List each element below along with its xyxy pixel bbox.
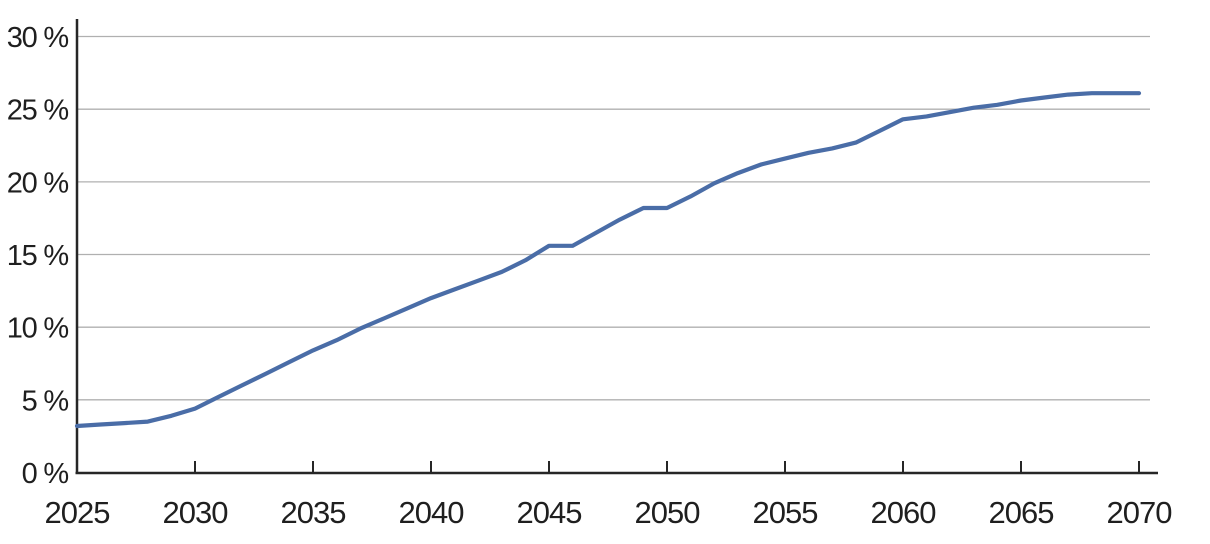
x-axis-tick-label: 2050 (635, 495, 701, 530)
data-series (74, 91, 1142, 429)
y-axis-tick-label: 15 % (7, 240, 69, 272)
axes (75, 19, 1158, 475)
x-axis-tick-label: 2045 (517, 495, 582, 530)
y-axis-tick-label: 20 % (7, 167, 69, 199)
x-axis-tick-label: 2060 (871, 495, 937, 530)
y-axis-tick-label: 0 % (22, 458, 69, 490)
x-axis-tick-label: 2040 (399, 495, 465, 530)
y-axis-tick-label: 5 % (22, 385, 69, 417)
x-axis-labels: 2025 2030 2035 2040 2045 2050 2055 2060 2065 2070 (45, 495, 1174, 530)
y-axis-tick-label: 10 % (7, 313, 69, 345)
x-axis-tick-label: 2035 (281, 495, 346, 530)
data-line (74, 91, 1142, 429)
y-axis-tick-label: 30 % (7, 22, 69, 54)
x-axis-tick-label: 2055 (753, 495, 818, 530)
x-axis-tick-label: 2065 (989, 495, 1054, 530)
x-axis-ticks (194, 461, 1140, 473)
y-axis-labels: 0 % 5 % 10 % 15 % 20 % 25 % 30 % (7, 22, 70, 490)
y-axis-tick-label: 25 % (7, 95, 69, 127)
x-axis-tick-label: 2070 (1107, 495, 1173, 530)
x-axis-tick-label: 2025 (45, 495, 110, 530)
x-axis-tick-label: 2030 (163, 495, 229, 530)
gridlines (77, 35, 1150, 401)
